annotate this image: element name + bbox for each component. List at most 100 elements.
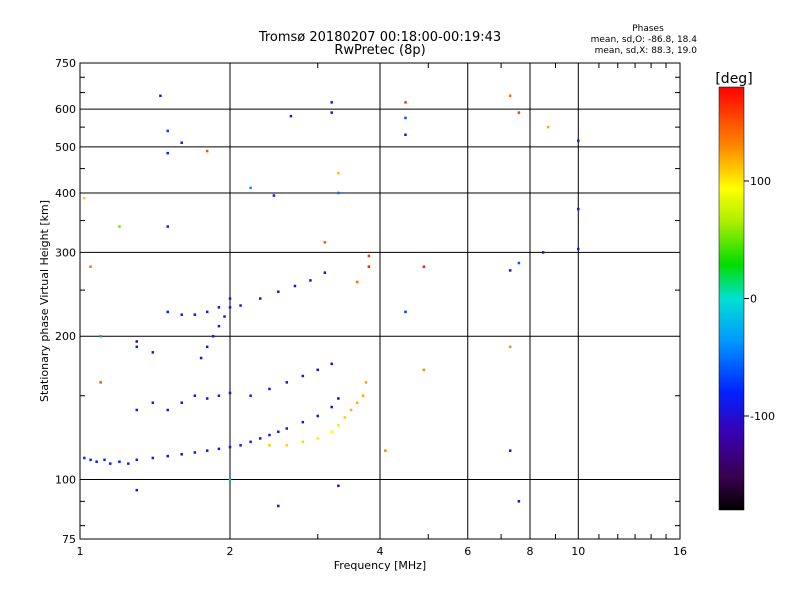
data-point [205, 310, 209, 314]
data-point [316, 414, 319, 418]
phases-o-line: mean, sd,O: -86.8, 18.4 [591, 35, 698, 45]
data-point [330, 405, 333, 409]
data-point [159, 94, 162, 98]
data-point [127, 462, 130, 465]
phases-header: Phases [632, 24, 664, 34]
y-tick-label: 75 [62, 533, 76, 546]
data-point [83, 196, 86, 200]
data-point [289, 114, 293, 118]
data-point [103, 458, 106, 462]
data-point [228, 297, 232, 300]
data-point [135, 345, 139, 349]
data-point [118, 460, 121, 463]
data-point [285, 427, 289, 430]
x-axis-label: Frequency [MHz] [334, 559, 426, 572]
y-tick-label: 100 [55, 474, 76, 487]
data-point [180, 401, 183, 404]
data-point [404, 310, 407, 314]
y-tick-label: 200 [55, 330, 76, 343]
data-point [367, 254, 371, 258]
data-point [217, 447, 221, 451]
data-point [404, 133, 407, 137]
data-point [343, 416, 347, 419]
data-point [135, 488, 139, 492]
chart-subtitle: RwPretec (8p) [334, 43, 425, 58]
data-point [309, 279, 312, 282]
colorbar-label: [deg] [715, 71, 752, 87]
data-point [249, 186, 252, 190]
grid-lines [80, 63, 680, 539]
data-point [249, 394, 252, 397]
data-point [228, 306, 232, 309]
plot-frame [79, 62, 681, 540]
data-point [517, 111, 521, 114]
data-point [99, 334, 102, 338]
data-point [330, 101, 333, 104]
data-point [508, 345, 512, 349]
data-point [541, 251, 545, 254]
data-point [272, 194, 276, 197]
x-tick-label: 2 [227, 545, 234, 558]
data-point [268, 433, 271, 437]
data-point [205, 449, 209, 452]
data-point [316, 368, 319, 372]
data-point [364, 381, 368, 384]
data-point [285, 381, 289, 384]
colorbar-gradient [718, 86, 745, 511]
x-tick-label: 16 [673, 545, 687, 558]
axis-ticks [80, 63, 680, 539]
y-tick-label: 600 [55, 103, 76, 116]
data-points [83, 94, 580, 508]
data-point [404, 116, 407, 120]
data-point [166, 454, 169, 458]
data-point [301, 420, 305, 424]
data-point [193, 394, 197, 397]
data-point [277, 290, 280, 294]
data-point [180, 313, 183, 316]
data-point [508, 449, 512, 452]
data-point [337, 397, 340, 400]
data-point [258, 297, 262, 300]
x-tick-labels: 1 2 4 6 8 10 16 [77, 545, 688, 558]
data-point [108, 462, 112, 465]
data-point [337, 484, 340, 488]
data-point [89, 265, 92, 268]
data-point [293, 284, 297, 288]
data-point [228, 445, 232, 449]
data-point [135, 408, 139, 412]
phases-x-line: mean, sd,X: 88.3, 19.0 [595, 46, 698, 56]
data-point [517, 500, 521, 503]
data-point [349, 408, 353, 412]
data-point [517, 261, 521, 265]
data-point [83, 456, 86, 460]
data-point [367, 265, 371, 268]
data-point [180, 453, 183, 456]
data-point [277, 504, 280, 508]
data-point [151, 456, 155, 460]
data-point [151, 401, 155, 404]
data-point [217, 324, 221, 328]
data-point [355, 401, 359, 404]
data-point [330, 111, 333, 114]
data-point [217, 306, 221, 309]
data-point [404, 101, 407, 104]
data-point [337, 424, 340, 427]
data-point [217, 394, 221, 397]
data-point [118, 225, 121, 228]
data-point [337, 191, 340, 195]
data-point [337, 171, 340, 175]
data-point [166, 151, 169, 155]
data-point [166, 225, 169, 228]
y-tick-labels: 75 100 200 300 400 500 600 750 [55, 57, 76, 546]
data-point [330, 362, 333, 366]
data-point [166, 129, 169, 133]
data-point [577, 207, 580, 211]
data-point [205, 345, 209, 349]
plot-area [79, 62, 681, 540]
data-point [330, 430, 333, 434]
colorbar-tick-label: -100 [750, 410, 775, 423]
data-point [239, 304, 242, 307]
data-point [285, 444, 289, 447]
